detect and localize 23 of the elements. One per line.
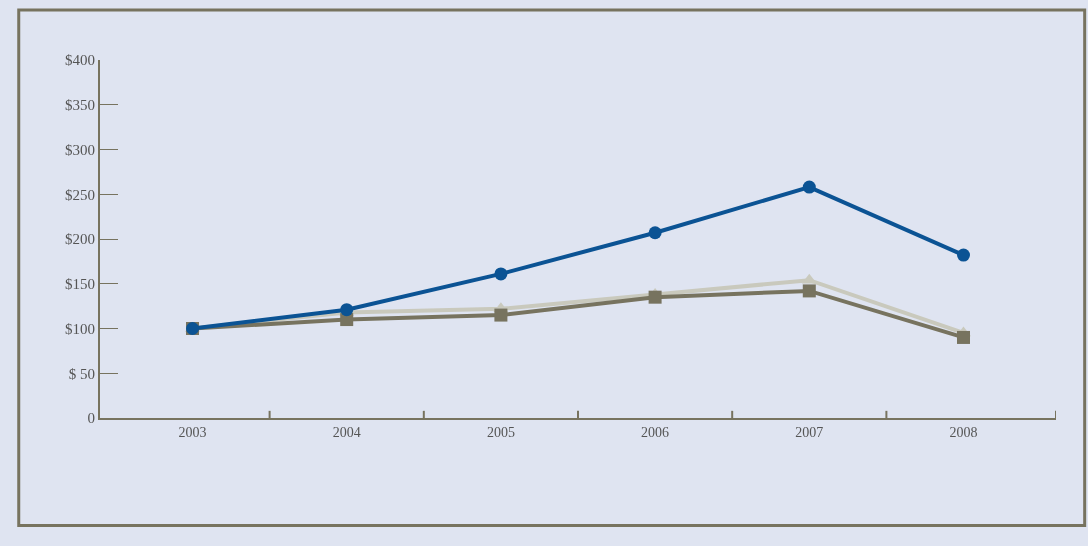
point (494, 308, 508, 322)
y-tick-label: $350 (65, 97, 95, 113)
point (802, 284, 816, 298)
x-tick-label: 2007 (795, 424, 824, 440)
y-tick-label: $300 (65, 141, 95, 158)
y-tick-label: $400 (65, 52, 95, 69)
x-tick-label: 2004 (332, 424, 361, 440)
y-tick-label: $ 50 (68, 365, 95, 382)
y-tick-label: $250 (65, 186, 95, 203)
y-tick-label: $150 (65, 276, 95, 292)
y-tick-label: 0 (87, 410, 95, 427)
x-tick-label: 2008 (949, 424, 978, 440)
point (802, 180, 816, 194)
point (494, 267, 508, 281)
y-tick-label: $100 (65, 320, 95, 337)
x-tick-label: 2003 (178, 424, 207, 440)
point (956, 330, 970, 344)
point (648, 290, 662, 304)
y-tick-label: $200 (65, 231, 95, 248)
point (648, 226, 662, 240)
point (956, 248, 970, 262)
x-tick-label: 2005 (486, 424, 515, 440)
x-tick-label: 2006 (641, 424, 670, 440)
